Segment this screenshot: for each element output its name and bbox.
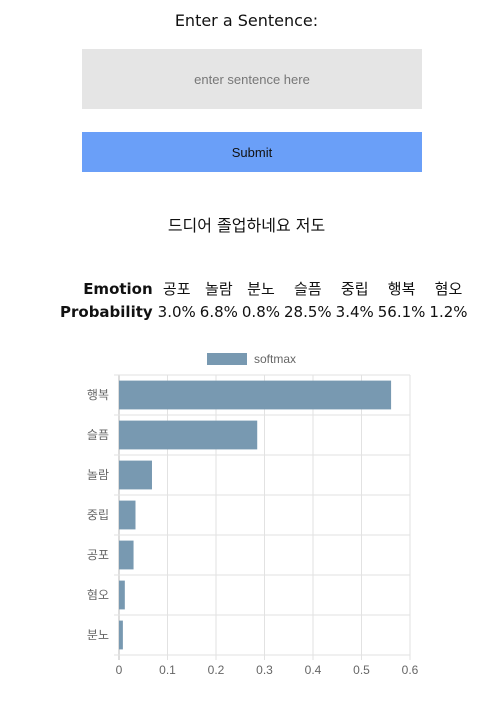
x-tick-label: 0.4	[305, 663, 322, 677]
submit-button[interactable]: Submit	[82, 132, 422, 172]
emotion-cell: 슬픔	[294, 280, 322, 298]
emotion-row: Emotion 공포 놀람 분노 슬픔 중립 행복 혐오	[60, 276, 470, 301]
y-category-label: 놀람	[87, 468, 109, 482]
y-category-label: 중립	[87, 508, 109, 522]
y-category-label: 혐오	[87, 588, 109, 602]
probability-cell: 6.8%	[199, 303, 238, 321]
x-tick-label: 0.3	[256, 663, 273, 677]
x-tick-label: 0.6	[402, 663, 419, 677]
y-category-label: 슬픔	[87, 428, 109, 442]
probability-cell: 56.1%	[377, 303, 426, 321]
emotion-cell: 공포	[162, 280, 191, 298]
probability-cell: 28.5%	[284, 303, 332, 321]
legend-label: softmax	[254, 352, 297, 366]
x-tick-label: 0.2	[208, 663, 225, 677]
analyzed-sentence: 드디어 졸업하네요 저도	[167, 216, 326, 235]
y-category-label: 행복	[87, 387, 109, 402]
x-tick-label: 0.1	[159, 663, 176, 677]
bar-공포[interactable]	[119, 540, 134, 570]
x-tick-label: 0	[116, 663, 123, 677]
bar-행복[interactable]	[119, 380, 392, 410]
bar-중립[interactable]	[119, 500, 136, 530]
emotion-cell: 중립	[340, 280, 369, 298]
emotion-cell: 분노	[247, 280, 275, 298]
x-tick-label: 0.5	[353, 663, 370, 677]
probability-cell: 1.2%	[429, 303, 468, 321]
bar-슬픔[interactable]	[119, 420, 258, 450]
emotion-cell: 행복	[387, 280, 416, 298]
probability-cell: 3.4%	[335, 303, 374, 321]
probability-row: Probability 3.0% 6.8% 0.8% 28.5% 3.4% 56…	[60, 301, 470, 323]
bar-놀람[interactable]	[119, 460, 152, 490]
probability-table: Emotion 공포 놀람 분노 슬픔 중립 행복 혐오 Probability…	[60, 276, 470, 323]
probability-cell: 0.8%	[241, 303, 280, 321]
emotion-cell: 혐오	[434, 280, 463, 298]
probability-cell: 3.0%	[157, 303, 196, 321]
legend-swatch	[207, 353, 247, 365]
y-category-label: 공포	[87, 548, 109, 562]
chart-bars	[119, 380, 392, 650]
emotion-header: Emotion	[83, 279, 153, 298]
y-category-label: 분노	[87, 628, 109, 642]
sentence-input[interactable]	[82, 49, 422, 109]
chart-grid	[114, 374, 411, 660]
bar-혐오[interactable]	[119, 580, 125, 610]
probability-header: Probability	[60, 303, 153, 321]
emotion-cell: 놀람	[205, 280, 233, 298]
sentence-prompt: Enter a Sentence:	[174, 11, 319, 30]
bar-분노[interactable]	[119, 620, 123, 650]
